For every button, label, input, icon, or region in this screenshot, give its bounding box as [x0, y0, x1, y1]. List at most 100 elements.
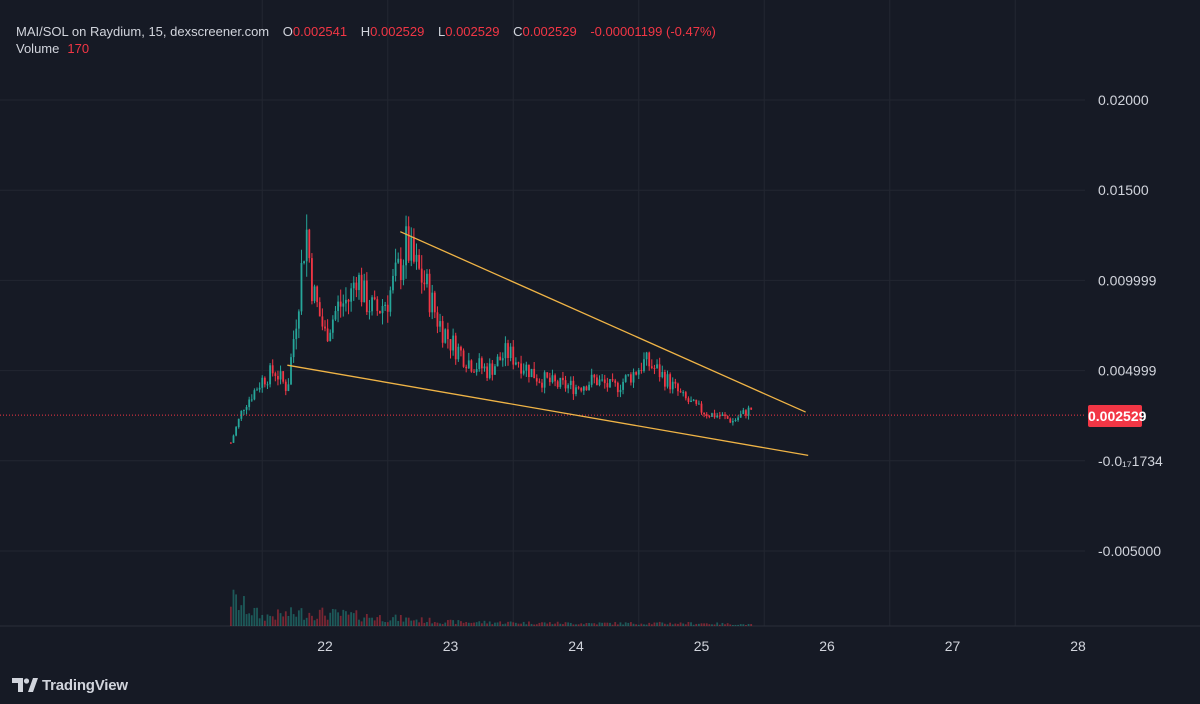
candle-body [559, 377, 562, 387]
volume-bar [684, 624, 687, 626]
volume-bar [397, 620, 400, 626]
tradingview-logo[interactable]: TradingView [12, 674, 128, 696]
candle-body [436, 312, 439, 327]
price-tick-label: 0.009999 [1098, 272, 1157, 288]
volume-bar [606, 622, 609, 626]
volume-bar [535, 624, 538, 626]
volume-bar [297, 610, 300, 626]
volume-bar [475, 622, 478, 626]
volume-bar [373, 620, 376, 626]
volume-bar [292, 614, 295, 626]
volume-bar [627, 622, 630, 626]
volume-bar [237, 610, 240, 626]
volume-bar [619, 622, 622, 626]
volume-bar [410, 620, 413, 626]
volume-bar [454, 623, 457, 626]
volume-bar [287, 615, 290, 626]
volume-bar [418, 622, 421, 626]
volume-bar [711, 624, 713, 626]
candle-body [750, 407, 753, 410]
volume-bar [690, 622, 692, 626]
candle-body [543, 372, 546, 388]
candle-body [703, 412, 706, 415]
candle-body [311, 258, 313, 302]
candle-body [695, 399, 698, 404]
candle-body [562, 377, 564, 381]
candle-body [457, 346, 460, 360]
volume-bar [303, 619, 305, 626]
volume-bar [258, 618, 261, 626]
volume-bar [695, 623, 698, 626]
time-tick-label: 24 [568, 638, 584, 654]
candle-body [331, 319, 334, 333]
low-value: 0.002529 [445, 24, 500, 39]
volume-bar [530, 623, 533, 626]
volume-bar [494, 622, 496, 626]
candle-body [585, 386, 588, 391]
legend-header: MAI/SOL on Raydium, 15, dexscreener.com … [16, 22, 716, 42]
time-tick-label: 27 [945, 638, 961, 654]
candle-body [347, 299, 350, 302]
volume-bar [339, 615, 342, 626]
candle-body [360, 274, 363, 303]
trendline[interactable] [400, 231, 806, 413]
candle-body [426, 273, 428, 285]
volume-bar [279, 613, 282, 626]
volume-bar [533, 624, 536, 626]
volume-bar [363, 617, 366, 626]
volume-bar [609, 622, 611, 626]
volume-bar [679, 622, 682, 626]
volume-bar [433, 622, 436, 626]
candle-body [601, 379, 604, 381]
volume-bar [653, 622, 656, 626]
volume-bar [671, 624, 674, 626]
time-axis[interactable]: 22 23 24 25 26 27 28 [317, 638, 1086, 654]
candle-body [324, 326, 326, 329]
volume-bar [478, 621, 481, 626]
volume-bar [708, 624, 711, 626]
candle-body [405, 226, 407, 266]
candle-body [572, 380, 575, 395]
candle-body [258, 387, 261, 390]
volume-bar [716, 622, 719, 626]
trendline[interactable] [287, 364, 809, 457]
price-axis[interactable]: 0.02000 0.01500 0.009999 0.004999 -0.0₁₇1734… [1098, 92, 1163, 559]
volume-bar [465, 621, 468, 626]
trendlines[interactable] [287, 231, 809, 457]
candle-body [363, 280, 366, 303]
candle-body [250, 399, 253, 401]
candle-body [355, 282, 358, 291]
volume-bar [713, 624, 716, 626]
candle-body [517, 362, 520, 364]
volume-bar [326, 619, 329, 626]
candle-body [700, 403, 703, 413]
candle-body [548, 377, 551, 383]
volume-bar [637, 624, 640, 626]
volume-bar [705, 623, 708, 626]
candle-body [326, 328, 329, 342]
candle-body [645, 352, 648, 360]
volume-bar [703, 623, 706, 626]
open-label: O [282, 24, 293, 39]
volume-bar [342, 609, 345, 626]
volume-bar [439, 623, 441, 626]
candle-body [609, 379, 611, 388]
volume-bar [517, 623, 520, 626]
candle-body [666, 374, 669, 387]
time-tick-label: 28 [1070, 638, 1086, 654]
volume-bar [384, 622, 387, 626]
time-tick-label: 26 [819, 638, 835, 654]
volume-bar [470, 622, 473, 626]
volume-bar [480, 623, 483, 626]
candle-body [305, 229, 308, 262]
volume-bar [399, 614, 402, 626]
volume-bar [394, 614, 397, 626]
candle-body [745, 410, 747, 416]
candle-body [509, 346, 512, 359]
candle-body [588, 384, 590, 391]
volume-bar [347, 614, 350, 626]
candle-body [478, 358, 481, 370]
candle-body [237, 418, 240, 428]
